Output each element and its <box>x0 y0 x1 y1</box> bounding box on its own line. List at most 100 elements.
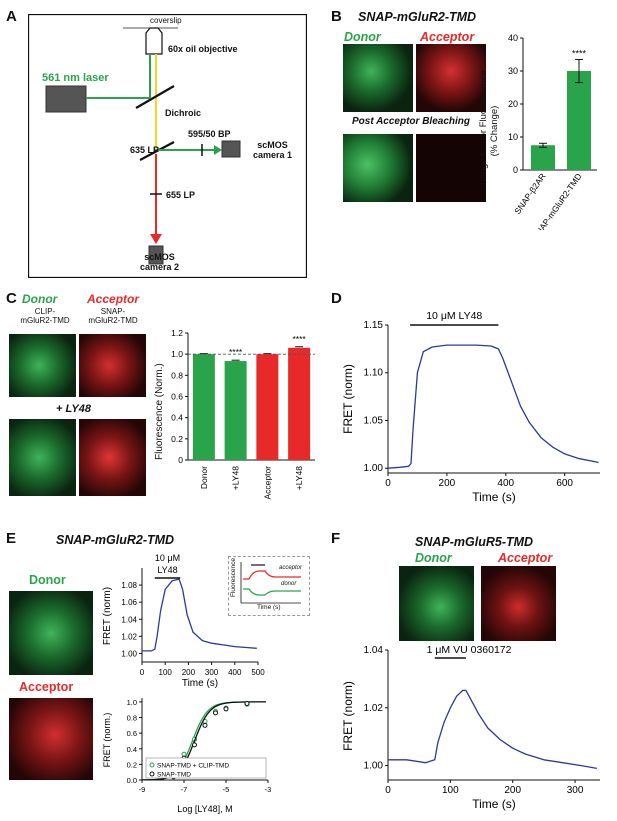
e2-legend-box <box>145 757 267 779</box>
inset-xlabel: Time (s) <box>257 604 281 611</box>
panel-c-chart: 0 0.2 0.4 0.6 0.8 1.0 1.2 Donor +LY48 Acceptor +LY… <box>150 325 320 500</box>
panel-e-title: SNAP-mGluR2-TMD <box>56 533 175 547</box>
d-ytick-label: 1.10 <box>364 368 384 379</box>
d-fret-trace <box>387 344 599 469</box>
panel-c-letter: C <box>6 290 17 307</box>
e2-ytick-label: 0.0 <box>127 776 137 785</box>
laser-label: 561 nm laser <box>42 72 109 84</box>
e2-data-point <box>181 751 187 757</box>
e2-data-point <box>223 706 229 712</box>
panel-c-acceptor-ly48-image <box>79 419 146 496</box>
c-category-label: Donor <box>199 466 209 489</box>
panel-c-donor-sub2: mGluR2-TMD <box>20 316 70 325</box>
e1-fret-trace <box>142 578 257 652</box>
b-ytick-label: 20 <box>508 99 518 109</box>
d-xtick-label: 200 <box>439 478 456 489</box>
panel-b-chart: 0 10 20 30 40 SNAP-β2AR SNAP-mGluR2-TMD **** <box>497 30 607 241</box>
e1-xtick-label: 100 <box>159 668 173 677</box>
panel-e-top-chart: 1.00 1.02 1.04 1.06 1.08 0 100 200 300 400 500 10 μ… <box>100 550 270 690</box>
panel-e-letter: E <box>6 530 17 547</box>
panel-c-acceptor-sub1: SNAP- <box>100 307 126 316</box>
inset-donor-label: donor <box>281 581 297 587</box>
f-xtick-label: 300 <box>567 785 584 796</box>
e1-ytick-label: 1.00 <box>121 649 137 658</box>
d-ytick-label: 1.15 <box>364 320 384 331</box>
panel-e-inset-traces <box>240 562 301 604</box>
panel-c-ylabel: Fluorescence (Norm.) <box>154 363 165 460</box>
objective-label: 60x oil objective <box>168 44 238 54</box>
panel-d-letter: D <box>331 290 342 307</box>
f-xtick-label: 200 <box>504 785 521 796</box>
d-xlabel: Time (s) <box>472 490 516 504</box>
c-bar <box>224 361 247 460</box>
e1-ylabel: FRET (norm) <box>102 587 113 645</box>
c-ytick-label: 0.4 <box>171 413 183 423</box>
e2-data-point <box>244 700 250 706</box>
e1-xtick-label: 0 <box>140 668 145 677</box>
e2-ytick-label: 1.0 <box>127 698 137 707</box>
objective-shape <box>145 27 163 55</box>
c-category-label: +LY48 <box>294 466 304 490</box>
panel-c-donor-image <box>9 334 76 397</box>
coverslip-label: coverslip <box>150 16 182 25</box>
f-ytick-label: 1.04 <box>364 645 384 656</box>
e1-ytick-label: 1.06 <box>121 598 137 607</box>
c-ytick-label: 0 <box>178 455 183 465</box>
cam2-label-2: camera 2 <box>140 262 180 272</box>
cam1-label-1: scMOS <box>257 140 288 150</box>
panel-f-acceptor-label: Acceptor <box>498 551 553 565</box>
c-bar <box>256 354 279 460</box>
c-bar <box>288 347 311 460</box>
c-ytick-label: 0.6 <box>171 392 183 402</box>
d-xtick-label: 0 <box>385 478 391 489</box>
c-significance-2: **** <box>293 334 307 344</box>
panel-b-ylabel-1: Change Donor Fluorescence <box>478 70 489 192</box>
e2-ytick-label: 0.2 <box>127 760 137 769</box>
lp655-label: 655 LP <box>166 190 196 200</box>
panel-f-title: SNAP-mGluR5-TMD <box>415 535 534 549</box>
e1-drug-label-1: 10 μM <box>155 553 180 563</box>
camera1-box <box>221 140 241 158</box>
e2-xtick-label: -7 <box>181 785 188 794</box>
e1-drug-label-2: LY48 <box>157 565 177 575</box>
d-ylabel: FRET (norm) <box>341 364 355 434</box>
d-xtick-label: 400 <box>497 478 514 489</box>
panel-b-post-acceptor-image <box>416 134 486 202</box>
e2-xtick-label: -5 <box>223 785 230 794</box>
e2-xtick-label: -3 <box>265 785 272 794</box>
d-ytick-label: 1.00 <box>364 463 384 474</box>
f-drug-label: 1 μM VU 0360172 <box>427 644 512 656</box>
c-category-label: Acceptor <box>262 466 272 500</box>
e1-ytick-label: 1.02 <box>121 632 137 641</box>
f-fret-trace <box>388 689 598 770</box>
e1-xtick-label: 200 <box>182 668 196 677</box>
panel-b-post-donor-image <box>343 134 413 202</box>
panel-f-chart: 1.00 1.02 1.04 0 100 200 300 1 μM VU 0360172 Tim… <box>330 640 610 816</box>
inset-acceptor-trace <box>243 570 301 580</box>
panel-a-optical-diagram <box>28 14 307 278</box>
e2-xtick-label: -9 <box>139 785 146 794</box>
e2-legend-marker <box>149 771 155 777</box>
e2-data-point <box>202 722 208 728</box>
panel-b-letter: B <box>331 8 342 25</box>
f-xlabel: Time (s) <box>472 797 516 811</box>
b-bar <box>531 145 555 170</box>
e2-ytick-label: 0.6 <box>127 729 137 738</box>
f-ytick-label: 1.02 <box>364 703 384 714</box>
inset-donor-trace <box>243 588 301 596</box>
panel-b-post-label: Post Acceptor Bleaching <box>352 116 470 127</box>
lp635-mirror <box>139 141 175 161</box>
panel-b-donor-label: Donor <box>344 30 381 44</box>
e2-xlabel: Log [LY48], M <box>177 804 232 814</box>
panel-c-donor-label: Donor <box>22 292 58 306</box>
e1-xtick-label: 300 <box>205 668 219 677</box>
d-drug-label: 10 μM LY48 <box>426 310 482 322</box>
b-ytick-label: 10 <box>508 132 518 142</box>
e2-legend-label: SNAP-TMD <box>157 772 191 779</box>
b-ytick-label: 30 <box>508 66 518 76</box>
panel-b-acceptor-image <box>416 44 486 112</box>
panel-c-ly48-label: + LY48 <box>56 403 91 415</box>
panel-f-donor-label: Donor <box>415 551 452 565</box>
e1-xtick-label: 400 <box>228 668 242 677</box>
panel-b-acceptor-label: Acceptor <box>420 30 475 44</box>
